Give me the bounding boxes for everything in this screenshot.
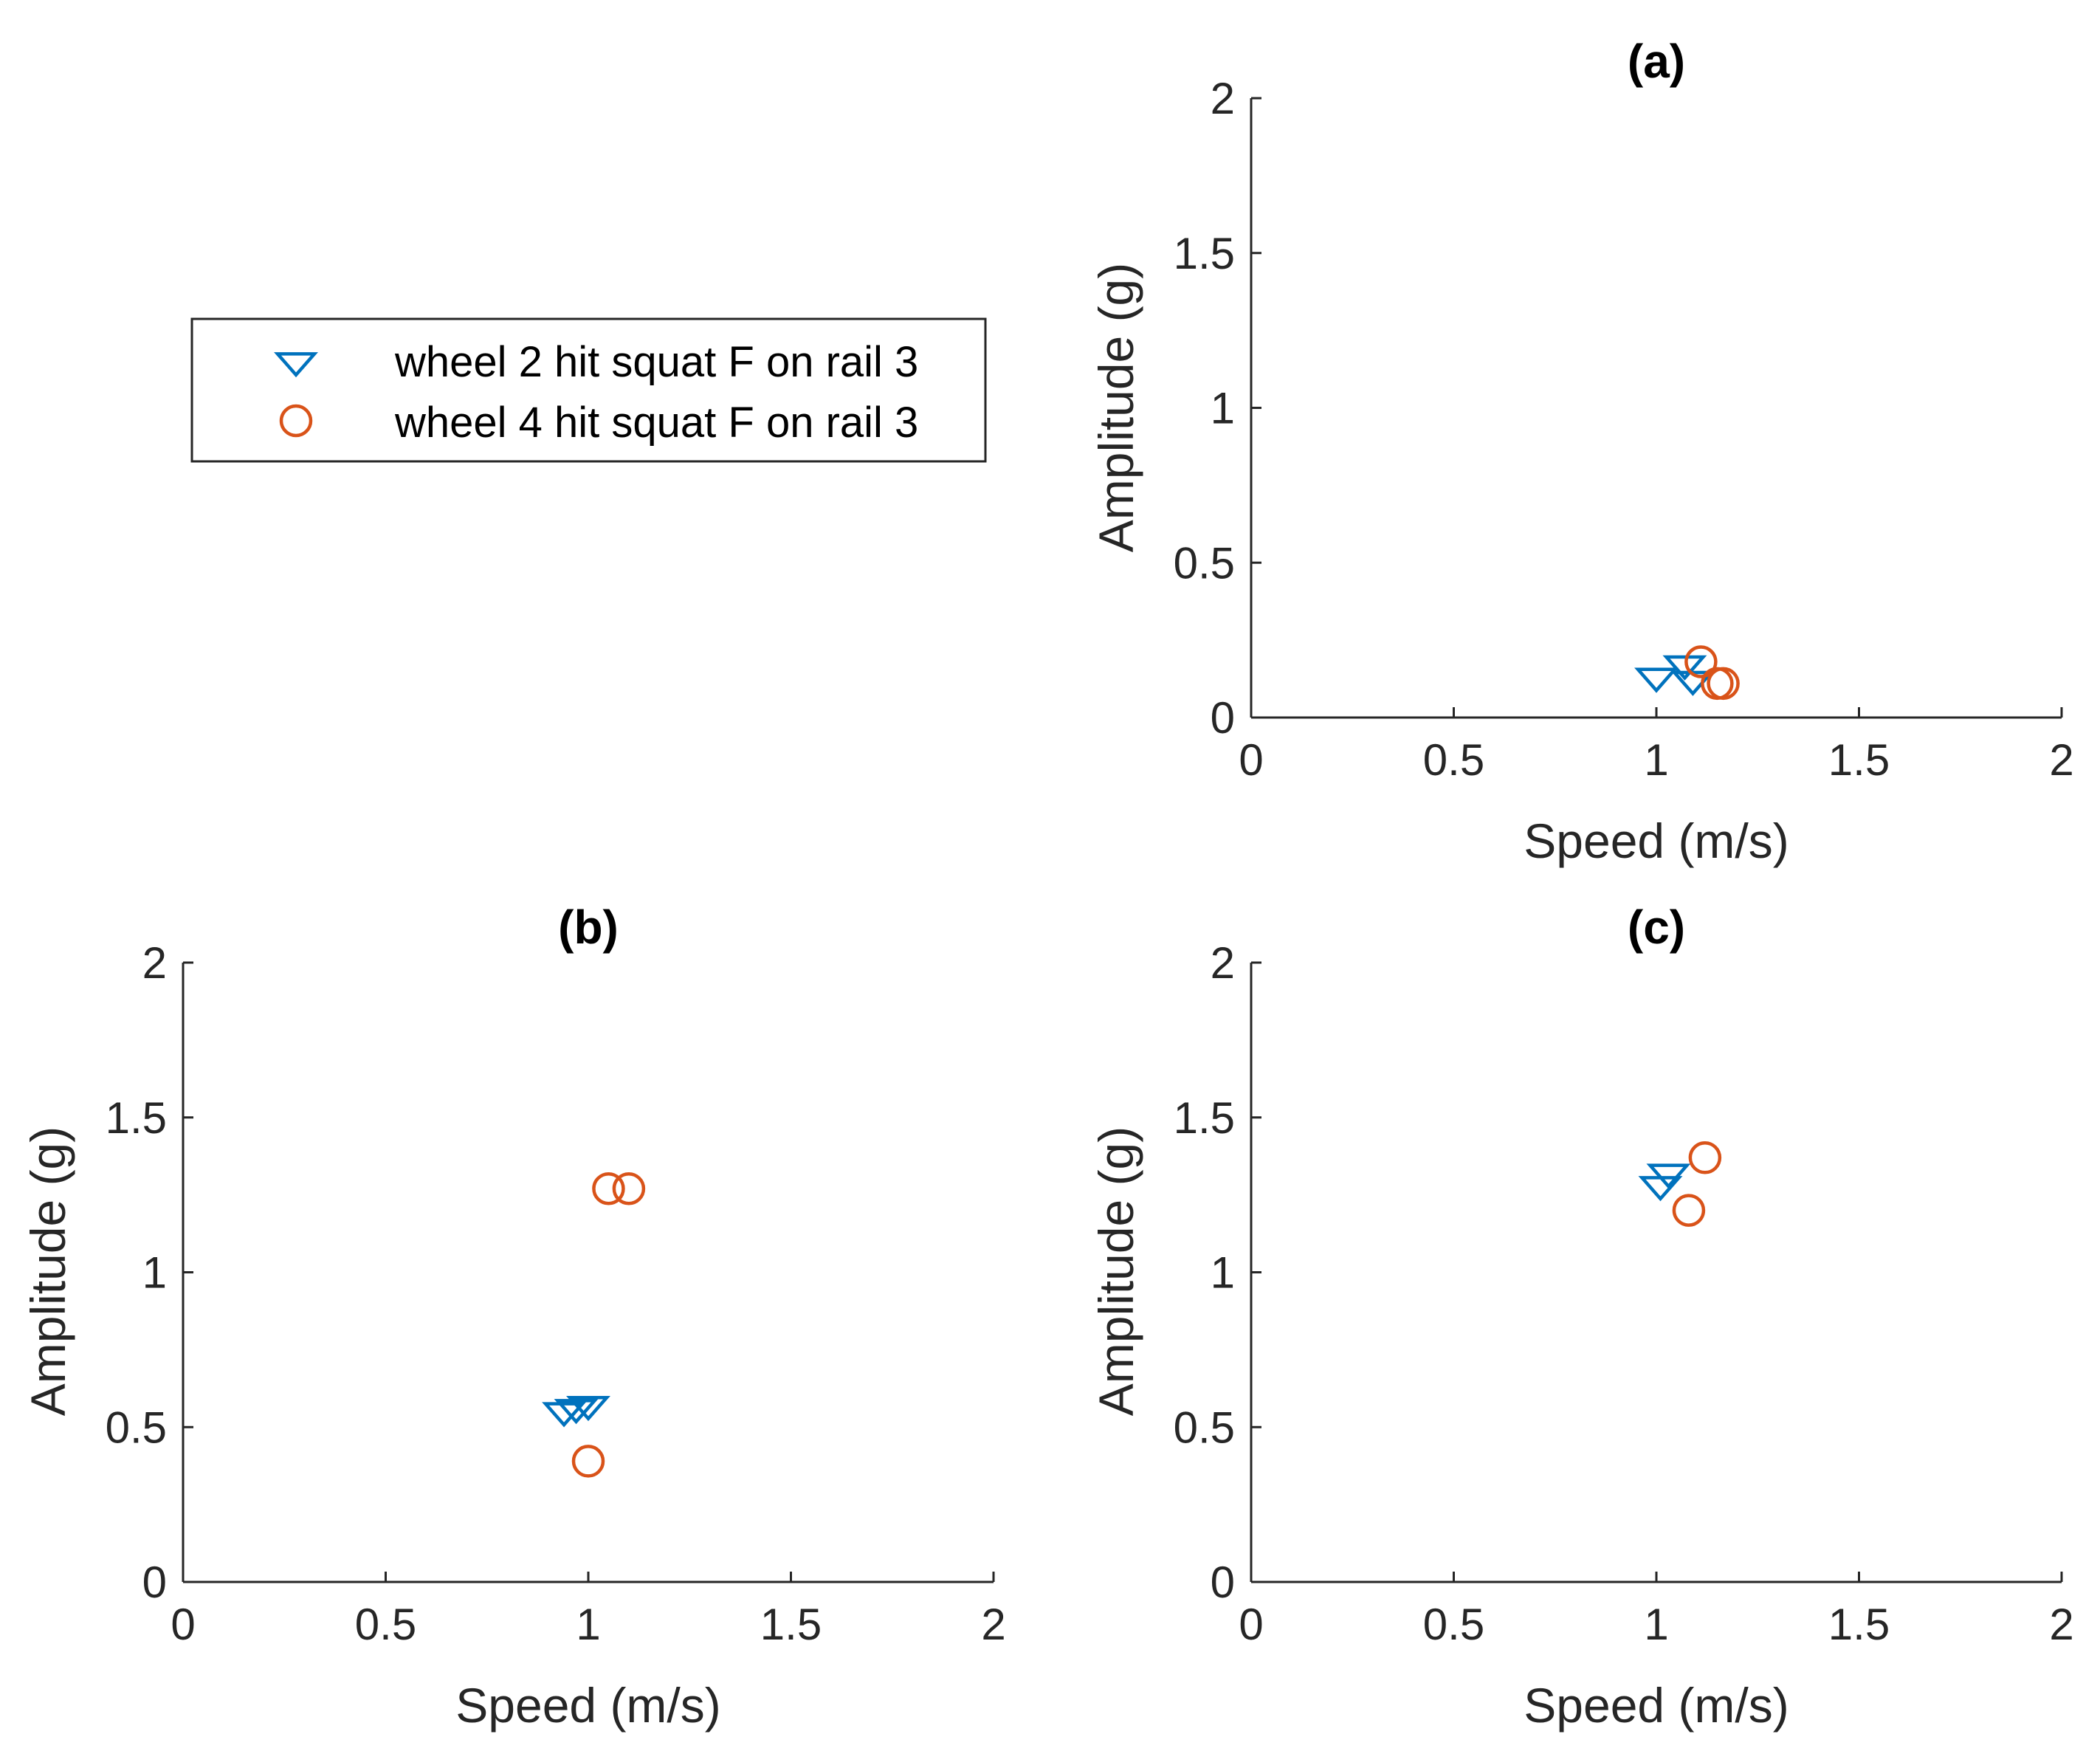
panel-c-ytick-label-3: 1.5 <box>1174 1093 1235 1143</box>
legend-label-0: wheel 2 hit squat F on rail 3 <box>394 338 918 386</box>
panel-b-series-1-point-0 <box>592 1172 625 1205</box>
panel-c-xtick-label-1: 0.5 <box>1423 1600 1484 1649</box>
panel-b-series-1-point-1 <box>612 1172 646 1205</box>
panel-b-marks <box>542 1172 646 1478</box>
panel-a-series-0-point-1 <box>1662 655 1707 681</box>
panel-a: (a) Speed (m/s) Amplitude (g) 0 0.5 1 1.5 20… <box>1089 35 2074 868</box>
panel-a-ytick-label-4: 2 <box>1211 74 1235 123</box>
panel-c-xlabel: Speed (m/s) <box>1524 1678 1789 1733</box>
panel-c-ylabel: Amplitude (g) <box>1089 1126 1143 1417</box>
legend-label-1: wheel 4 hit squat F on rail 3 <box>394 399 918 447</box>
panel-b-xtick-label-4: 2 <box>981 1600 1005 1649</box>
panel-b: (b) Speed (m/s) Amplitude (g) 0 0.5 1 1.5 20… <box>21 901 1006 1733</box>
panel-a-title: (a) <box>1628 35 1685 88</box>
panel-b-xtick-label-3: 1.5 <box>760 1600 822 1649</box>
panel-b-ytick-label-0: 0 <box>142 1558 167 1607</box>
panel-a-xtick-label-4: 2 <box>2049 735 2073 785</box>
panel-b-series-0-point-0 <box>542 1402 587 1428</box>
legend-marker-triangle <box>274 352 318 378</box>
panel-a-ytick-label-1: 0.5 <box>1174 538 1235 588</box>
panel-b-ticks: 0 0.5 1 1.5 2 0 0.5 1 1.5 2 <box>106 938 1006 1649</box>
panel-c-title: (c) <box>1628 901 1685 954</box>
panel-b-ytick-label-3: 1.5 <box>106 1093 167 1143</box>
panel-c: (c) Speed (m/s) Amplitude (g) 0 0.5 1 1.5 20… <box>1089 901 2074 1733</box>
panel-c-ytick-label-2: 1 <box>1211 1248 1235 1298</box>
panel-a-series-1-point-0 <box>1684 645 1718 678</box>
panel-b-title: (b) <box>558 901 619 954</box>
panel-c-series-1-point-0 <box>1688 1141 1722 1174</box>
panel-c-ytick-label-4: 2 <box>1211 938 1235 988</box>
panel-b-ytick-label-2: 1 <box>142 1248 167 1298</box>
panel-b-xtick-label-1: 0.5 <box>355 1600 416 1649</box>
panel-a-ticks: 0 0.5 1 1.5 2 0 0.5 1 1.5 2 <box>1174 74 2074 785</box>
panel-c-marks <box>1638 1141 1722 1227</box>
panel-a-ylabel: Amplitude (g) <box>1089 263 1143 553</box>
panel-b-series-0-point-1 <box>554 1399 599 1425</box>
panel-b-ytick-label-4: 2 <box>142 938 167 988</box>
panel-b-ytick-label-1: 0.5 <box>106 1403 167 1452</box>
panel-c-ticks: 0 0.5 1 1.5 2 0 0.5 1 1.5 2 <box>1174 938 2074 1649</box>
panel-a-xlabel: Speed (m/s) <box>1524 813 1789 868</box>
panel-c-xtick-label-2: 1 <box>1644 1600 1668 1649</box>
panel-a-xtick-label-2: 1 <box>1644 735 1668 785</box>
panel-b-xlabel: Speed (m/s) <box>455 1678 720 1733</box>
panel-b-series-1-point-2 <box>571 1445 605 1478</box>
panel-c-xtick-label-4: 2 <box>2049 1600 2073 1649</box>
panel-c-series-0-point-1 <box>1646 1163 1691 1189</box>
panel-c-xtick-label-0: 0 <box>1239 1600 1263 1649</box>
panel-c-ytick-label-0: 0 <box>1211 1558 1235 1607</box>
panel-a-xtick-label-0: 0 <box>1239 735 1263 785</box>
panel-a-marks <box>1634 645 1740 701</box>
panel-b-series-0-point-2 <box>566 1395 610 1422</box>
panel-b-ylabel: Amplitude (g) <box>21 1126 75 1417</box>
legend: wheel 2 hit squat F on rail 3 wheel 4 hi… <box>190 317 987 463</box>
panel-b-xtick-label-0: 0 <box>171 1600 195 1649</box>
panel-a-ytick-label-3: 1.5 <box>1174 229 1235 278</box>
panel-a-series-1-point-2 <box>1707 667 1740 701</box>
legend-marker-circle <box>279 404 313 438</box>
panel-c-xtick-label-3: 1.5 <box>1828 1600 1890 1649</box>
panel-a-xtick-label-3: 1.5 <box>1828 735 1890 785</box>
panel-a-ytick-label-0: 0 <box>1211 693 1235 743</box>
panel-a-ytick-label-2: 1 <box>1211 384 1235 433</box>
panel-c-ytick-label-1: 0.5 <box>1174 1403 1235 1452</box>
panel-a-xtick-label-1: 0.5 <box>1423 735 1484 785</box>
panel-c-series-1-point-1 <box>1672 1194 1706 1227</box>
panel-a-series-0-point-0 <box>1634 667 1679 693</box>
legend-box <box>190 317 987 463</box>
panel-b-xtick-label-2: 1 <box>576 1600 600 1649</box>
